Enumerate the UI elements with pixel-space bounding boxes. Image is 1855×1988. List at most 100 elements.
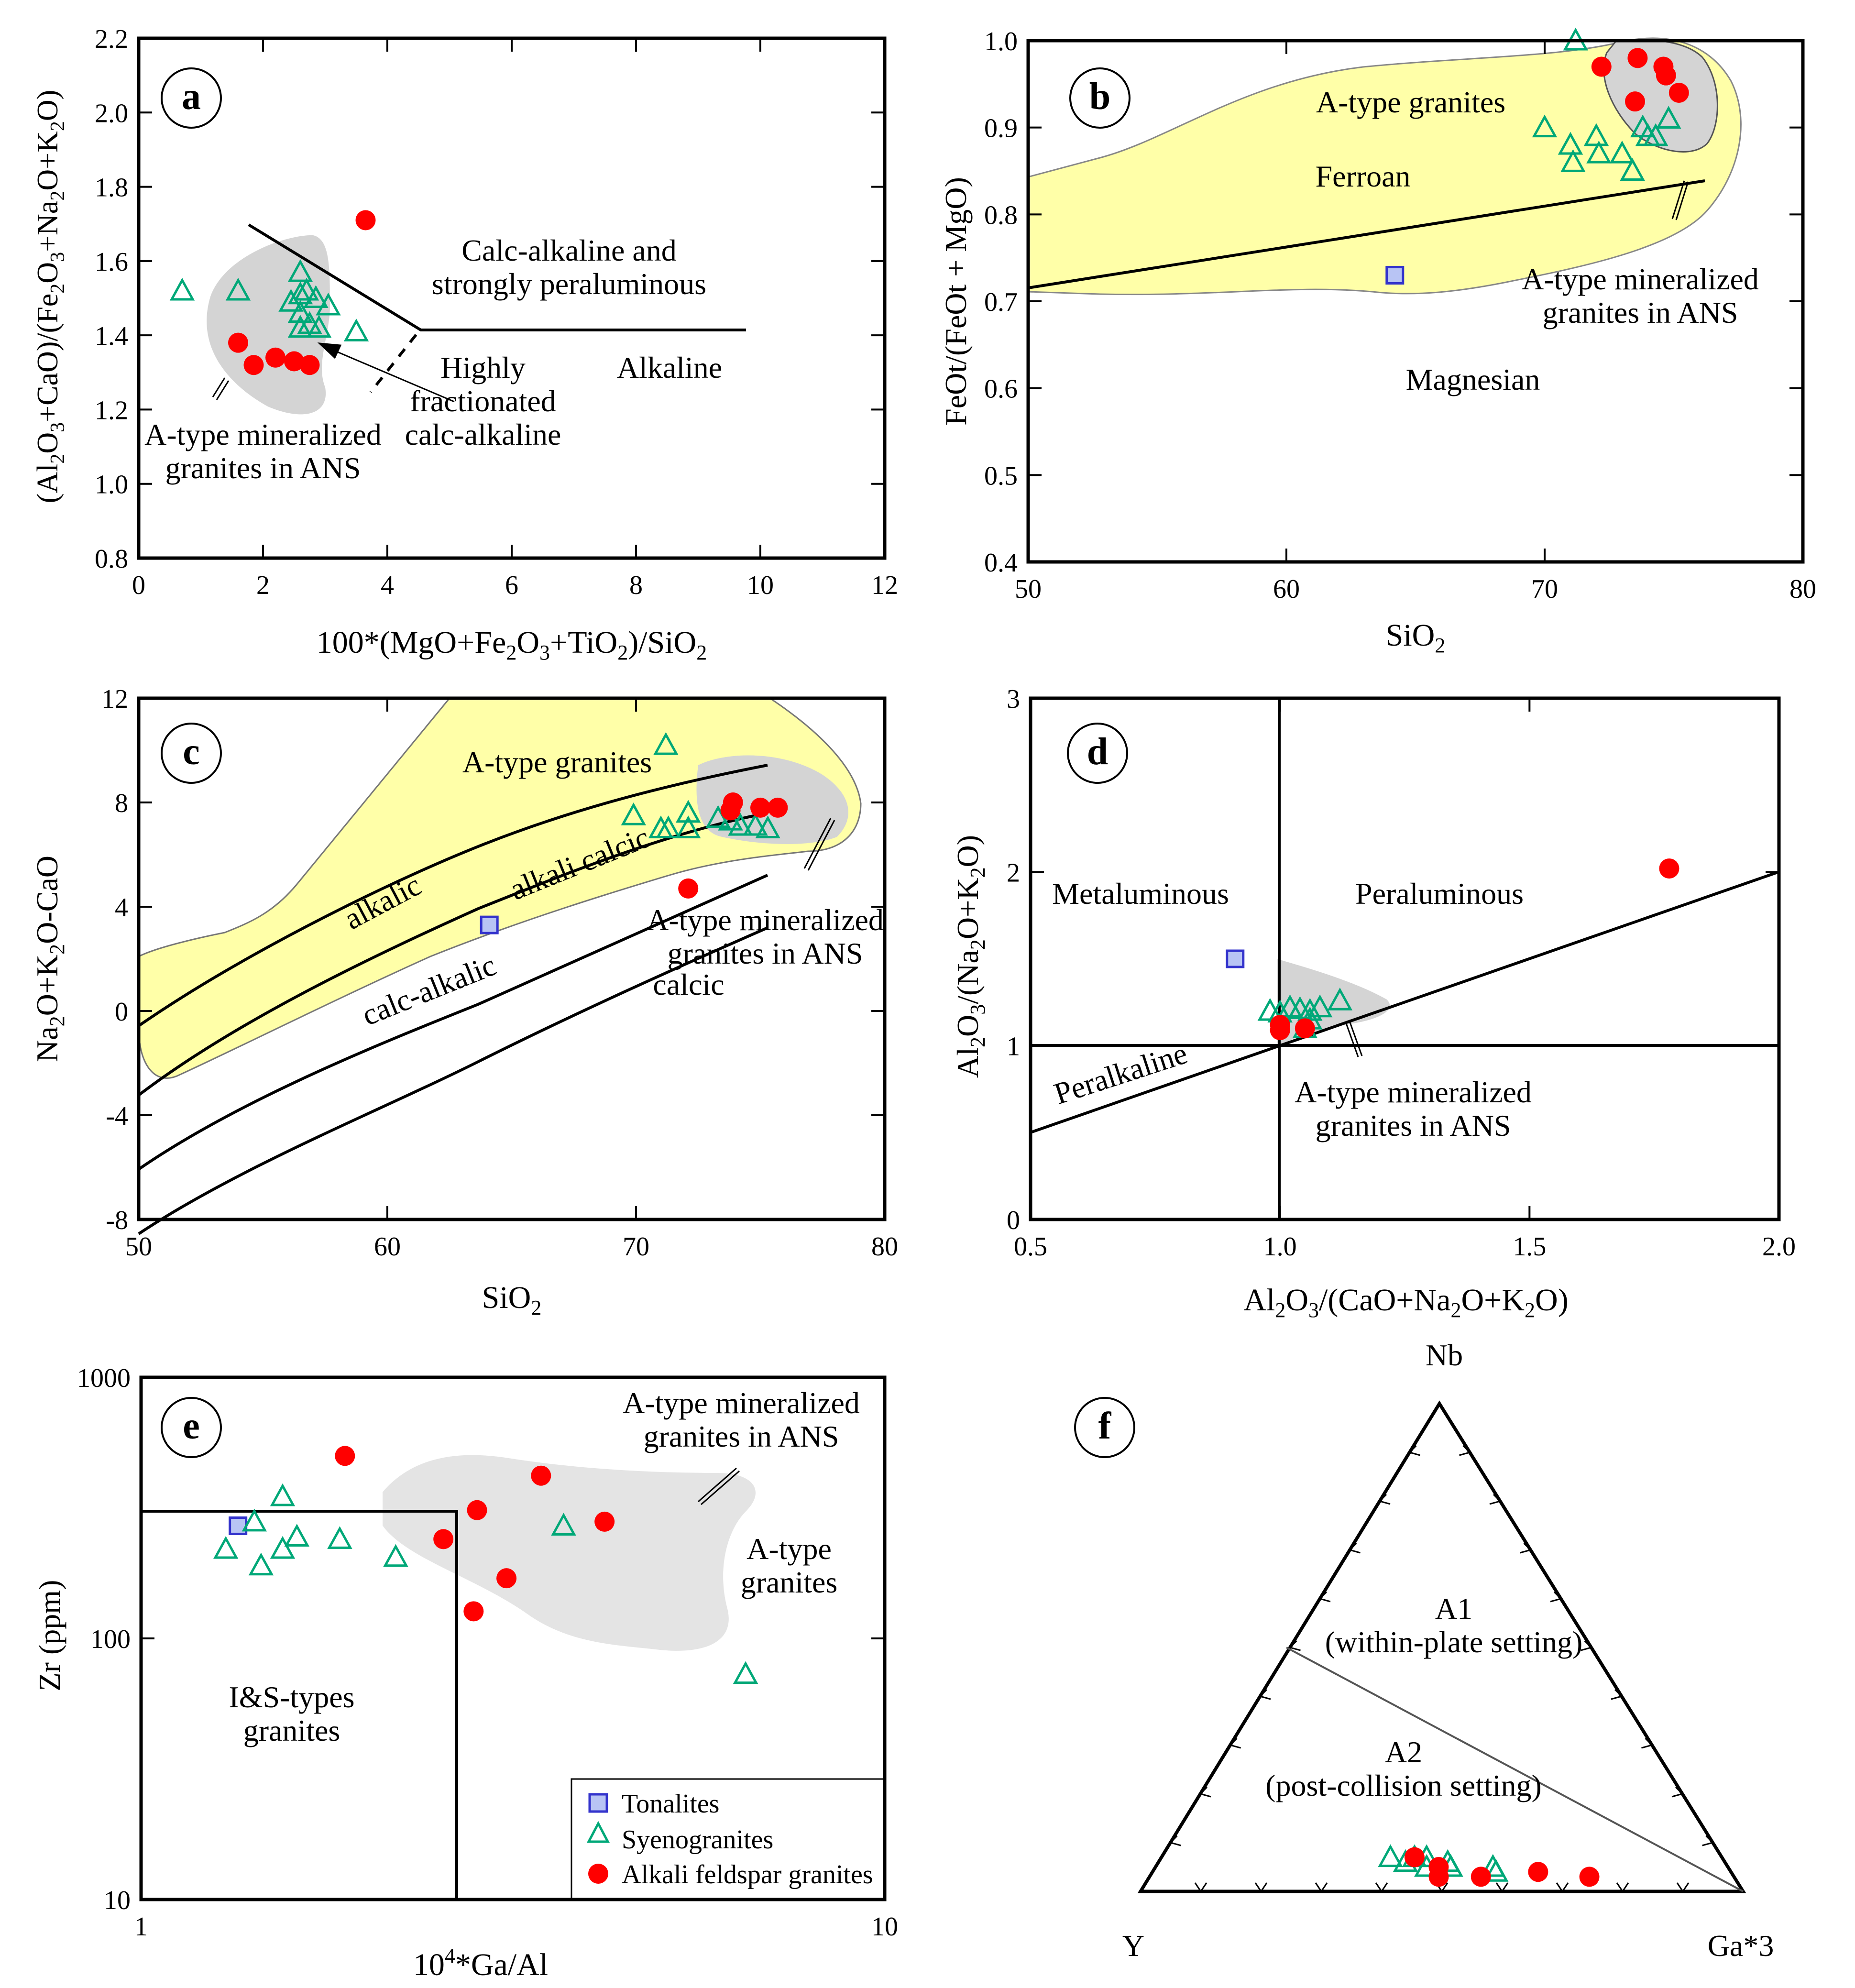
panel-f: Nb Y Ga*3 A1 (within-plate setting) A2 (… bbox=[1074, 1338, 1774, 1963]
panel-f-vertex-ga3: Ga*3 bbox=[1708, 1929, 1774, 1963]
syenogranite-marker bbox=[213, 1536, 239, 1559]
x-tick-label: 70 bbox=[1531, 574, 1558, 604]
legend-alkali-feldspar-granites-label: Alkali feldspar granites bbox=[622, 1860, 873, 1889]
y-tick-label: 3 bbox=[1007, 684, 1020, 714]
syenogranite-marker bbox=[1560, 149, 1586, 172]
alkali-feldspar-granite-marker bbox=[1656, 65, 1676, 86]
syenogranite-marker bbox=[755, 815, 780, 838]
alkali-feldspar-granite-marker bbox=[284, 351, 304, 372]
panel-c: A-type granites alkalic alkali calcic ca… bbox=[30, 684, 898, 1319]
y-tick-label: 2.2 bbox=[95, 24, 128, 54]
syenogranite-marker bbox=[270, 1483, 296, 1506]
alkali-feldspar-granite-marker bbox=[433, 1529, 454, 1549]
ternary-tick bbox=[1318, 1591, 1331, 1603]
alkali-feldspar-granite-marker bbox=[335, 1446, 355, 1466]
syenogranite-marker bbox=[551, 1513, 576, 1536]
x-tick-label: 1.5 bbox=[1513, 1232, 1546, 1262]
legend-syenogranites-marker bbox=[586, 1821, 610, 1843]
panel-e-label-leader bbox=[698, 1467, 737, 1503]
alkali-feldspar-granite-marker bbox=[496, 1568, 517, 1589]
x-tick-label: 12 bbox=[871, 571, 898, 600]
alkali-feldspar-granite-marker bbox=[1471, 1867, 1491, 1887]
x-tick-label: 8 bbox=[629, 571, 643, 600]
ternary-tick bbox=[1375, 1882, 1388, 1893]
x-tick-label: 10 bbox=[871, 1912, 898, 1942]
alkali-feldspar-granite-marker bbox=[1404, 1847, 1425, 1867]
ternary-tick bbox=[1348, 1542, 1361, 1554]
y-tick-label: 0.4 bbox=[984, 548, 1018, 578]
alkali-feldspar-granite-marker bbox=[467, 1500, 487, 1520]
syenogranite-marker bbox=[1586, 140, 1612, 164]
panel-a-label-highly-fractionated: Highly bbox=[440, 351, 526, 384]
ternary-tick bbox=[1702, 1835, 1714, 1846]
y-tick-label: 8 bbox=[115, 789, 128, 818]
ternary-tick bbox=[1378, 1494, 1391, 1505]
y-tick-label: 1 bbox=[1007, 1032, 1020, 1062]
syenogranite-marker bbox=[1327, 988, 1353, 1010]
y-tick-label: 12 bbox=[101, 684, 128, 714]
ternary-tick bbox=[1556, 1882, 1569, 1893]
panel-f-label-a1: (within-plate setting) bbox=[1325, 1625, 1583, 1659]
legend-tonalites-label: Tonalites bbox=[622, 1789, 719, 1819]
panel-c-boundary-calc-alkalic bbox=[138, 874, 768, 1171]
y-tick-label: 1.4 bbox=[95, 321, 128, 351]
panel-e-label-is-type: I&S-types bbox=[229, 1680, 354, 1714]
panel-a-letter-badge bbox=[161, 67, 222, 129]
x-tick-label: 50 bbox=[1015, 574, 1042, 604]
ternary-tick bbox=[1229, 1737, 1241, 1749]
panel-d: Metaluminous Peraluminous Peralkaline A-… bbox=[951, 684, 1796, 1322]
alkali-feldspar-granite-marker bbox=[768, 797, 788, 818]
panel-f-vertex-nb: Nb bbox=[1426, 1338, 1463, 1372]
syenogranite-marker bbox=[656, 815, 681, 838]
y-tick-label: 1000 bbox=[77, 1363, 131, 1393]
y-tick-label: 1.0 bbox=[984, 27, 1018, 56]
panel-a-boundary-1 bbox=[248, 223, 746, 331]
alkali-feldspar-granite-marker bbox=[1528, 1862, 1548, 1882]
legend-tonalites-marker bbox=[588, 1793, 608, 1813]
panel-c-label-calcic: calcic bbox=[653, 967, 724, 1001]
syenogranite-marker bbox=[1532, 114, 1558, 138]
panel-e-label-a-type: granites bbox=[741, 1565, 838, 1599]
panel-e-label-a-type: A-type bbox=[746, 1532, 832, 1566]
panel-b-label-ans: A-type mineralized bbox=[1522, 262, 1759, 296]
panel-d-label-metaluminous: Metaluminous bbox=[1052, 877, 1229, 911]
panel-a-label-leader bbox=[212, 377, 226, 397]
y-tick-label: 0.6 bbox=[984, 374, 1018, 404]
y-tick-label: 2 bbox=[1007, 858, 1020, 888]
panel-a-label-calc-alkaline: Calc-alkaline and bbox=[461, 233, 677, 267]
panel-c-ticks: 50 60 70 80 -8 -4 0 4 8 12 bbox=[101, 684, 898, 1262]
legend-syenogranites-label: Syenogranites bbox=[622, 1825, 773, 1855]
panel-d-letter-badge bbox=[1067, 723, 1128, 784]
panel-a-label-highly-fractionated: fractionated bbox=[410, 384, 556, 418]
panel-d-peralkaline-line bbox=[1030, 870, 1779, 1134]
panel-c-marks bbox=[480, 732, 788, 934]
syenogranite-marker bbox=[1609, 140, 1635, 164]
panel-d-ylabel: Al2O3/(Na2O+K2O) bbox=[951, 835, 989, 1078]
panel-f-ticks bbox=[1169, 1445, 1714, 1893]
panel-e-ylabel: Zr (ppm) bbox=[33, 1580, 66, 1691]
x-tick-label: 70 bbox=[623, 1232, 649, 1262]
panel-e-label-leader bbox=[701, 1470, 740, 1505]
syenogranite-marker bbox=[316, 292, 341, 316]
panel-d-label-ans: granites in ANS bbox=[1316, 1109, 1511, 1142]
ternary-tick bbox=[1671, 1786, 1684, 1798]
panel-e-marks bbox=[213, 1446, 758, 1684]
alkali-feldspar-granite-marker bbox=[1627, 48, 1648, 68]
syenogranite-marker bbox=[287, 259, 313, 282]
legend: Tonalites Syenogranites Alkali feldspar … bbox=[571, 1778, 886, 1900]
tonalite-marker bbox=[480, 915, 499, 934]
panel-c-label-ans: A-type mineralized bbox=[647, 903, 884, 937]
alkali-feldspar-granite-marker bbox=[1270, 1015, 1290, 1035]
syenogranite-marker bbox=[1307, 994, 1333, 1018]
syenogranite-marker bbox=[1643, 123, 1668, 146]
alkali-feldspar-granite-marker bbox=[750, 797, 770, 818]
panel-d-marks bbox=[1226, 858, 1679, 1040]
alkali-feldspar-granite-marker bbox=[463, 1601, 484, 1622]
panel-b: A-type granites Ferroan Magnesian A-type… bbox=[939, 27, 1816, 657]
panel-b-a-type-field bbox=[1027, 37, 1742, 296]
y-tick-label: 0.5 bbox=[984, 461, 1018, 491]
alkali-feldspar-granite-marker bbox=[265, 347, 285, 368]
y-tick-label: 0.9 bbox=[984, 114, 1018, 143]
syenogranite-marker bbox=[675, 815, 701, 838]
